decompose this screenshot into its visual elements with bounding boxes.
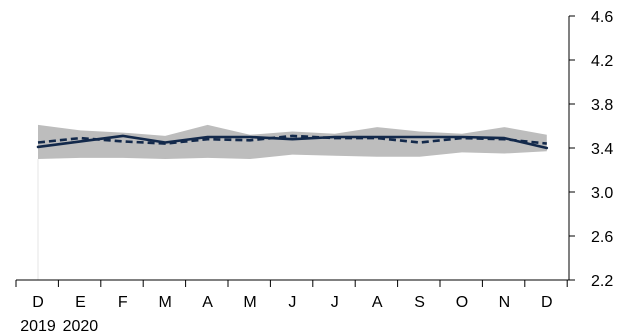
x-tick-label: O (456, 294, 468, 311)
range-band-layer (37, 124, 547, 280)
y-tick-label: 2.6 (591, 229, 613, 246)
range-band (38, 124, 547, 159)
x-year-label: 2019 (20, 318, 56, 335)
x-tick-label: D (541, 294, 553, 311)
x-tick-label: S (414, 294, 425, 311)
axis-layer: D E F M A M J J A S O N D 2019 2020 2.2 2.6 3.0 3.4 3.8 4.2 4… (15, 9, 613, 335)
x-tick-label: F (118, 294, 128, 311)
series-layer (36, 134, 549, 150)
x-tick-label: D (32, 294, 44, 311)
y-tick-label: 4.2 (591, 53, 613, 70)
y-tick-label: 4.6 (591, 9, 613, 26)
x-tick-label: A (202, 294, 213, 311)
x-tick-label: M (243, 294, 256, 311)
series-line-solid (36, 134, 549, 150)
series-line-dashed (37, 134, 547, 145)
y-tick-label: 2.2 (591, 273, 613, 290)
x-tick-label: J (331, 294, 339, 311)
y-tick-label: 3.4 (591, 141, 613, 158)
x-year-label: 2020 (63, 318, 99, 335)
x-tick-label: E (75, 294, 86, 311)
y-tick-label: 3.0 (591, 185, 613, 202)
x-tick-label: M (159, 294, 172, 311)
x-tick-label: J (288, 294, 296, 311)
x-tick-label: N (499, 294, 511, 311)
x-tick-label: A (372, 294, 383, 311)
y-tick-label: 3.8 (591, 97, 613, 114)
